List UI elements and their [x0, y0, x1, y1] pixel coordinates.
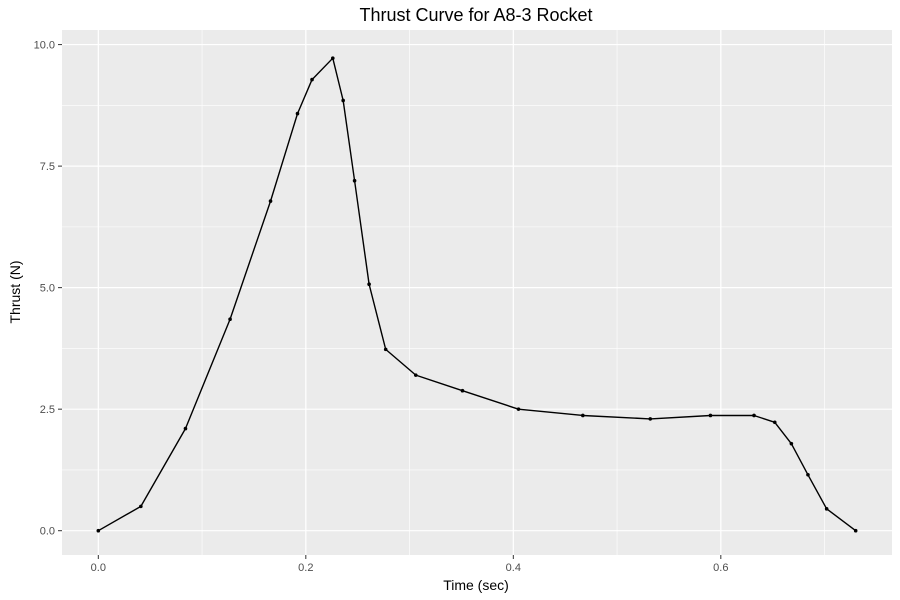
data-point [789, 441, 794, 446]
y-tick-label: 2.5 [40, 404, 55, 416]
thrust-line [97, 57, 857, 532]
data-point [330, 56, 335, 60]
data-point [228, 317, 232, 322]
y-tick-label: 5.0 [40, 283, 55, 295]
data-point [460, 388, 465, 393]
major-gridlines [62, 30, 892, 555]
chart-title: Thrust Curve for A8-3 Rocket [359, 5, 592, 25]
data-point [708, 413, 713, 418]
y-axis-title: Thrust (N) [7, 261, 23, 324]
axis-ticks: 0.0 0.2 0.4 0.6 0.0 2.5 5.0 7.5 10.0 [34, 40, 729, 574]
series-layer [96, 56, 858, 533]
data-point [139, 504, 143, 509]
x-tick-label: 0.4 [506, 562, 521, 574]
data-point [295, 111, 300, 116]
data-point [352, 178, 357, 183]
data-point [853, 528, 858, 533]
data-point [413, 373, 418, 377]
data-point [824, 507, 829, 511]
data-point [581, 413, 585, 418]
data-point [367, 282, 371, 287]
data-point [341, 98, 345, 103]
data-point [806, 472, 810, 477]
data-point [268, 199, 273, 203]
data-point [648, 417, 653, 421]
data-point [516, 407, 521, 411]
data-point [310, 77, 314, 82]
y-tick-label: 0.0 [40, 526, 55, 538]
data-point [383, 347, 388, 352]
data-point [772, 420, 777, 425]
x-tick-label: 0.0 [91, 562, 106, 574]
data-point [183, 426, 188, 431]
data-point [96, 528, 101, 533]
plot-panel [62, 30, 892, 555]
y-tick-label: 7.5 [40, 161, 55, 173]
x-tick-label: 0.2 [298, 562, 313, 574]
x-tick-label: 0.6 [713, 562, 728, 574]
minor-gridlines [62, 30, 892, 555]
x-axis-title: Time (sec) [443, 577, 509, 593]
data-point [752, 413, 756, 418]
y-tick-label: 10.0 [34, 40, 55, 52]
